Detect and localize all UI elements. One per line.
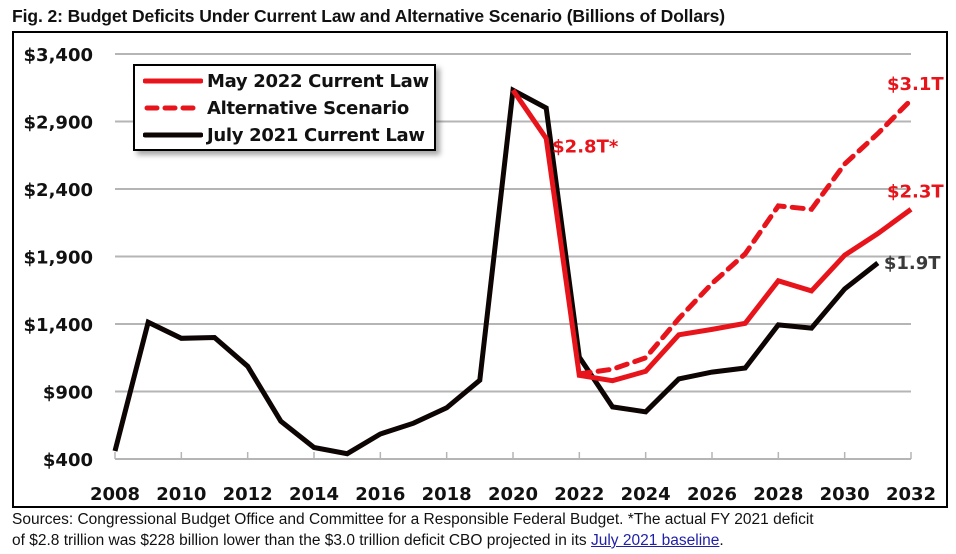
x-tick-label: 2028 [753, 484, 803, 505]
x-tick-label: 2030 [820, 484, 870, 505]
legend-item-july-2021: July 2021 Current Law [143, 122, 425, 148]
annotation-label: $2.8T* [552, 136, 619, 157]
x-tick-label: 2014 [289, 484, 339, 505]
annotation-label: $3.1T [887, 74, 944, 95]
alternative-scenario-line [576, 97, 914, 377]
source-note-line-1: Sources: Congressional Budget Office and… [12, 511, 814, 528]
x-tick-label: 2024 [621, 484, 671, 505]
chart-frame [12, 31, 948, 508]
y-axis-tick-labels: $3,400 $2,900 $2,400 $1,900 $1,400 $900 $400 [24, 45, 93, 471]
x-axis: 2008 2010 2012 2014 2016 2018 2020 2022 2024 2026… [90, 452, 936, 505]
y-tick-label: $1,400 [24, 315, 93, 336]
y-tick-label: $900 [43, 383, 93, 404]
legend-swatch-dashed-red [144, 105, 203, 111]
legend-label: July 2021 Current Law [207, 124, 425, 146]
may-2022-current-law-line [510, 88, 913, 384]
x-tick-label: 2010 [156, 484, 206, 505]
legend: May 2022 Current Law Alternative Scenari… [133, 64, 436, 151]
series-lines [112, 86, 914, 457]
x-tick-label: 2022 [554, 484, 604, 505]
source-note-line-2: of $2.8 trillion was $228 billion lower … [12, 530, 952, 551]
legend-label: Alternative Scenario [207, 97, 409, 119]
legend-swatch-solid-black [143, 132, 203, 138]
y-tick-label: $2,400 [24, 180, 93, 201]
july-2021-baseline-link[interactable]: July 2021 baseline [590, 532, 720, 549]
x-tick-label: 2016 [355, 484, 405, 505]
source-note-suffix: . [719, 532, 724, 549]
x-tick-label: 2032 [886, 484, 936, 505]
y-tick-label: $3,400 [24, 45, 93, 66]
annotation-label: $1.9T [884, 253, 941, 274]
y-tick-label: $400 [43, 450, 93, 471]
legend-swatch-solid-red [143, 78, 203, 84]
source-note: Sources: Congressional Budget Office and… [12, 509, 952, 551]
x-tick-label: 2026 [687, 484, 737, 505]
july-2021-current-law-line [112, 86, 880, 457]
y-tick-label: $1,900 [24, 248, 93, 269]
annotation-label: $2.3T [887, 181, 944, 202]
legend-item-alternative: Alternative Scenario [143, 95, 409, 121]
legend-label: May 2022 Current Law [207, 70, 429, 92]
x-tick-label: 2012 [223, 484, 273, 505]
y-tick-label: $2,900 [24, 113, 93, 134]
figure-title: Fig. 2: Budget Deficits Under Current La… [12, 6, 726, 26]
annotations: $2.8T* $3.1T $2.3T $1.9T [552, 74, 944, 274]
legend-item-may-2022: May 2022 Current Law [143, 68, 429, 94]
x-tick-label: 2008 [90, 484, 140, 505]
x-tick-label: 2020 [488, 484, 538, 505]
x-tick-label: 2018 [422, 484, 472, 505]
source-note-text: of $2.8 trillion was $228 billion lower … [12, 532, 591, 549]
